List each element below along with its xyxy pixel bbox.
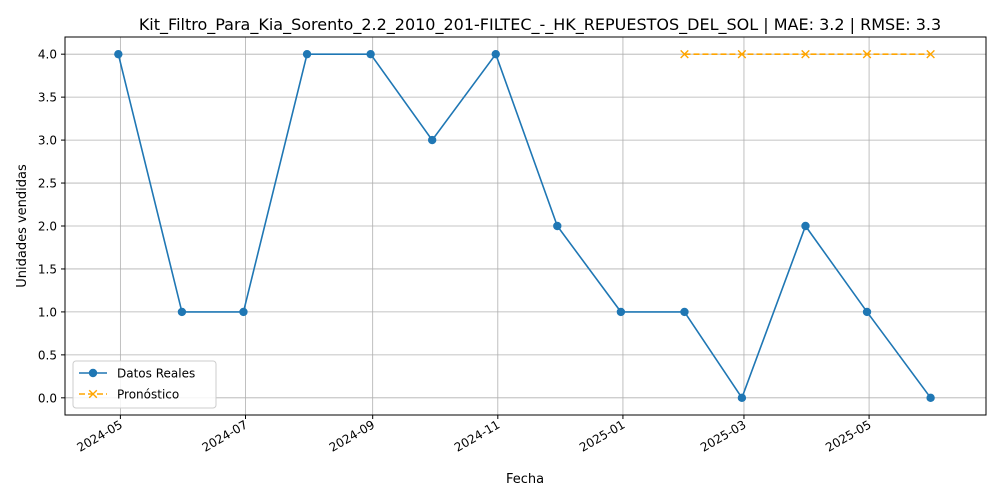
y-tick-label: 0.0 [38,391,57,405]
marker-stroke [680,49,689,59]
data-point [491,49,500,59]
data-point [680,49,689,59]
grid [65,37,986,415]
y-tick-label: 3.0 [38,134,57,148]
series-line [117,52,932,400]
marker-stroke [862,49,872,59]
series-actual [114,49,935,403]
data-point [737,393,747,403]
x-tick-label: 2024-09 [327,417,377,454]
x-axis-label: Fecha [506,472,544,487]
data-point [177,307,187,317]
y-axis: 0.0 0.5 1.0 1.5 2.0 2.5 3.0 3.5 4.0 [38,48,65,405]
data-point [680,307,689,317]
x-tick-label: 2024-05 [74,417,124,454]
data-point [737,49,747,59]
series-forecast [680,49,935,59]
legend-label: Datos Reales [117,367,195,381]
x-tick-label: 2025-01 [577,417,627,454]
data-point [366,49,375,59]
data-point [616,307,626,317]
y-tick-label: 2.5 [38,177,57,191]
data-point [114,49,123,59]
legend-marker [88,389,98,399]
marker-stroke [926,49,935,59]
legend: Datos Reales Pronóstico [72,360,217,409]
marker-stroke [88,389,98,399]
marker-stroke [737,49,747,59]
x-axis: 2024-05 2024-07 2024-09 2024-11 2025-01 2025-… [74,415,874,455]
y-tick-label: 4.0 [38,48,57,62]
x-tick-label: 2025-05 [823,417,873,454]
y-tick-label: 0.5 [38,348,57,362]
x-tick-label: 2024-11 [452,417,502,454]
data-point [302,49,312,59]
x-tick-label: 2025-03 [698,417,748,454]
chart-title: Kit_Filtro_Para_Kia_Sorento_2.2_2010_201… [139,15,941,35]
series-layer [114,49,935,403]
data-point [862,307,872,317]
data-point [926,49,935,59]
data-point [801,221,810,231]
legend-label: Pronóstico [117,388,179,402]
y-tick-label: 1.5 [38,262,57,276]
data-point [862,49,872,59]
y-tick-label: 2.0 [38,220,57,234]
data-point [553,221,562,231]
y-tick-label: 1.0 [38,305,57,319]
data-point [239,307,248,317]
y-tick-label: 3.5 [38,91,57,105]
y-axis-label: Unidades vendidas [15,164,30,288]
x-tick-label: 2024-07 [200,417,250,454]
legend-marker [88,368,98,378]
data-point [926,393,935,403]
data-point [427,135,437,145]
data-point [801,49,810,59]
marker-stroke [801,49,810,59]
legend-box [72,360,217,409]
